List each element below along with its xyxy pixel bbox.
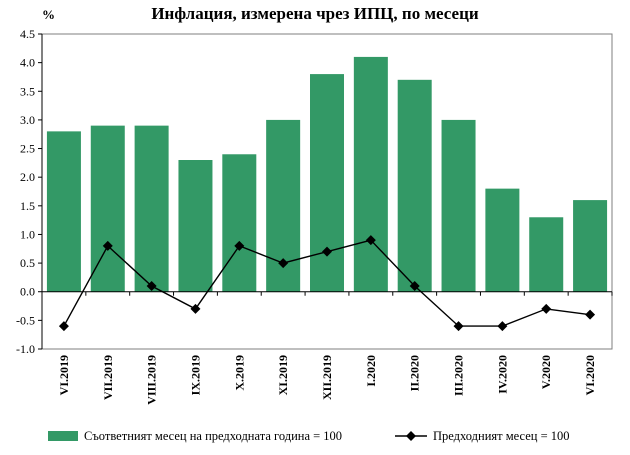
legend-label-bar: Съответният месец на предходната година … [84,429,342,443]
y-tick-label: 3.5 [20,84,35,98]
bar [310,74,344,292]
line-point-marker [278,258,289,269]
x-category-label: II.2020 [408,355,422,391]
y-tick-label: 1.5 [20,199,35,213]
bar [46,131,81,292]
x-category-label: X.2019 [232,355,246,391]
legend-label-line: Предходният месец = 100 [433,429,570,443]
x-category-label: XII.2019 [320,355,334,400]
line-point-marker [322,246,332,257]
x-category-label: IX.2019 [188,355,202,395]
x-category-label: XI.2019 [276,355,290,395]
line-point-marker [234,240,245,251]
line-point-marker [58,321,69,332]
y-unit-label: % [42,7,55,22]
bar [529,217,564,292]
y-tick-label: 0.5 [20,256,35,270]
line-point-marker [409,281,420,291]
x-category-label: VI.2020 [583,355,597,395]
line-point-marker [102,240,113,251]
x-category-label: VI.2019 [57,355,71,395]
y-tick-label: 3.0 [20,113,35,127]
line-point-marker [497,321,508,332]
bar [178,160,213,292]
y-tick-label: 2.5 [20,142,35,156]
x-category-label: V.2020 [539,355,553,389]
x-category-label: III.2020 [452,355,466,396]
x-category-label: I.2020 [364,355,378,387]
x-category-label: VIII.2019 [145,355,159,405]
y-tick-label: 4.5 [20,27,35,41]
line-point-marker [146,281,157,291]
y-tick-label: 1.0 [20,227,35,241]
line-point-marker [365,235,376,246]
line-point-marker [585,309,596,320]
bar [485,188,520,292]
bar [222,154,257,292]
bar [134,125,169,292]
legend-swatch-bar [48,431,78,441]
y-tick-label: 2.0 [20,170,35,184]
line-point-marker [453,321,464,332]
y-tick-label: 0.0 [20,285,35,299]
legend-swatch-marker [406,431,416,441]
bar [573,200,608,292]
x-category-label: IV.2020 [495,355,509,394]
y-tick-label: -0.5 [16,313,35,327]
bar [441,119,476,292]
y-tick-label: 4.0 [20,56,35,70]
chart-title: Инфлация, измерена чрез ИПЦ, по месеци [151,4,479,23]
line-point-marker [190,303,201,314]
bar [353,56,388,292]
bar [397,79,432,292]
line-point-marker [541,303,552,314]
bar [90,125,125,292]
y-tick-label: -1.0 [16,342,35,356]
x-category-label: VII.2019 [101,355,115,400]
